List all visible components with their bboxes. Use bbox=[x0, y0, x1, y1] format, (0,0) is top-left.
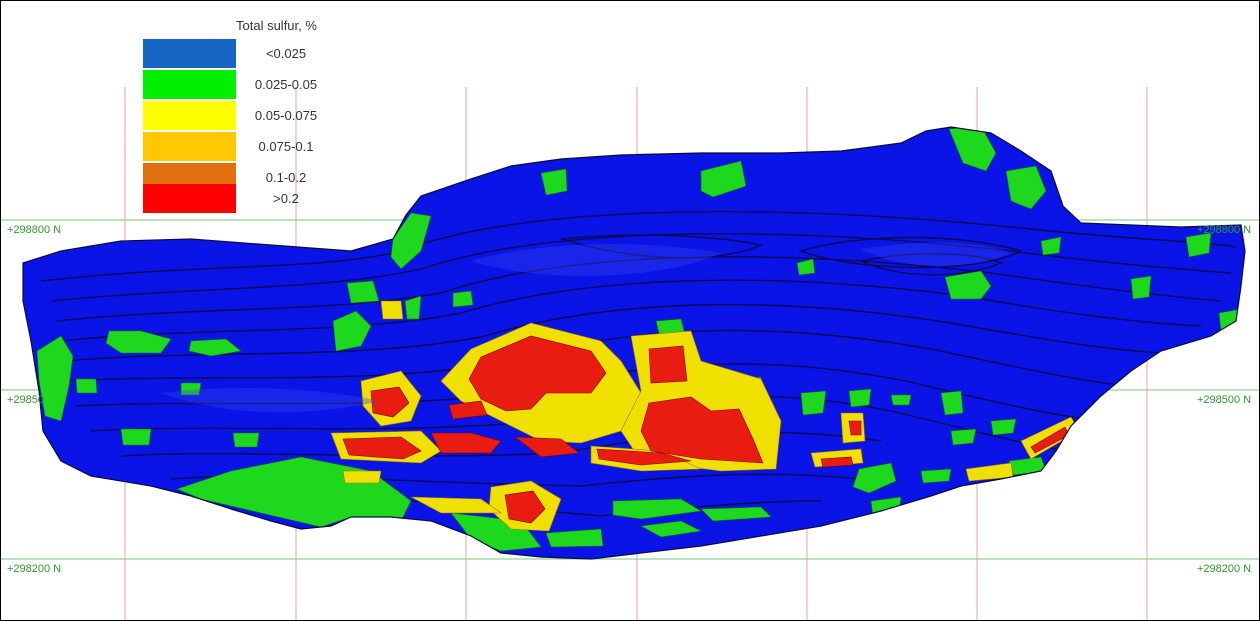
northing-label-298200-east: +298200 N bbox=[1197, 563, 1252, 575]
northing-label-298800-east: +298800 N bbox=[1197, 224, 1252, 236]
legend-swatch bbox=[143, 70, 236, 99]
legend-label: 0.05-0.075 bbox=[254, 108, 318, 123]
northing-label-298500-west: +29850 bbox=[7, 394, 45, 406]
legend-swatch bbox=[143, 132, 236, 161]
legend-label: >0.2 bbox=[273, 191, 299, 206]
northing-label-298200-west: +298200 N bbox=[7, 563, 62, 575]
legend-swatch bbox=[143, 184, 236, 213]
map-legend: Total sulfur, % <0.025 0.025-0.05 0.05-0… bbox=[143, 15, 393, 215]
northing-label-298500-east: +298500 N bbox=[1197, 394, 1252, 406]
legend-label: 0.1-0.2 bbox=[265, 170, 307, 185]
sulfur-zone-0025-005 bbox=[36, 127, 1242, 552]
northing-label-298800-west: +298800 N bbox=[7, 224, 62, 236]
legend-item: 0.05-0.075 bbox=[143, 101, 393, 132]
legend-title: Total sulfur, % bbox=[236, 18, 317, 33]
legend-item: <0.025 bbox=[143, 39, 393, 70]
legend-item: >0.2 bbox=[143, 184, 393, 215]
legend-item: 0.075-0.1 bbox=[143, 132, 393, 163]
pit-floor-shading bbox=[161, 242, 1011, 413]
legend-swatch bbox=[143, 39, 236, 68]
legend-label: 0.075-0.1 bbox=[258, 139, 314, 154]
legend-label: 0.025-0.05 bbox=[254, 77, 318, 92]
sulfur-zone-over-02 bbox=[342, 335, 1070, 524]
legend-swatch bbox=[143, 101, 236, 130]
legend-label: <0.025 bbox=[265, 46, 307, 61]
legend-item: 0.025-0.05 bbox=[143, 70, 393, 101]
